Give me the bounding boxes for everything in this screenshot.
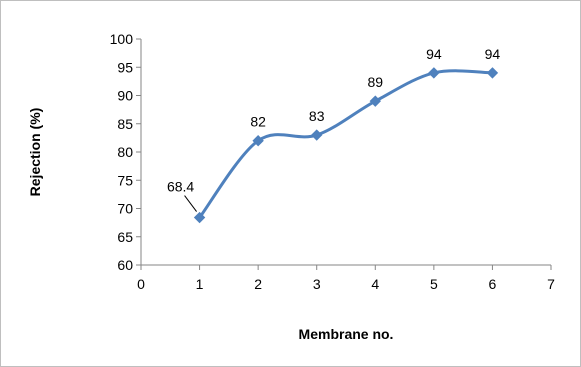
data-point-marker — [486, 67, 499, 79]
data-labels: 68.4 82 83 89 94 94 — [167, 46, 500, 212]
data-label: 83 — [309, 108, 325, 124]
data-point-marker — [311, 129, 323, 141]
y-tick-label: 80 — [117, 144, 133, 160]
x-tick-label: 2 — [254, 276, 262, 292]
y-tick-label: 65 — [117, 229, 133, 245]
x-tick-label: 0 — [137, 276, 145, 292]
y-tick-label: 95 — [117, 59, 133, 75]
data-point-marker — [369, 95, 381, 107]
data-label: 94 — [426, 46, 442, 62]
data-point-marker — [428, 67, 440, 79]
series-layer — [193, 67, 499, 224]
x-tick-label: 1 — [196, 276, 204, 292]
axes: 60 65 70 75 80 85 90 95 100 0 1 2 3 4 5 6 7 — [110, 31, 555, 292]
data-point-marker — [252, 134, 264, 147]
data-label: 94 — [485, 46, 501, 62]
x-tick-label: 3 — [313, 276, 321, 292]
y-tick-label: 90 — [117, 88, 133, 104]
data-point-marker — [193, 211, 206, 224]
data-label: 89 — [367, 74, 383, 90]
data-label: 82 — [250, 114, 266, 130]
x-tick-label: 7 — [547, 276, 555, 292]
y-tick-label: 100 — [110, 31, 134, 47]
y-tick-label: 60 — [117, 257, 133, 273]
data-label-leader — [184, 195, 197, 212]
x-axis-title: Membrane no. — [299, 326, 394, 342]
y-tick-label: 75 — [117, 172, 133, 188]
x-tick-label: 4 — [371, 276, 379, 292]
y-tick-label: 85 — [117, 116, 133, 132]
x-tick-label: 5 — [430, 276, 438, 292]
data-label: 68.4 — [167, 179, 194, 195]
y-tick-label: 70 — [117, 201, 133, 217]
y-axis-title: Rejection (%) — [27, 108, 43, 197]
x-tick-label: 6 — [489, 276, 497, 292]
